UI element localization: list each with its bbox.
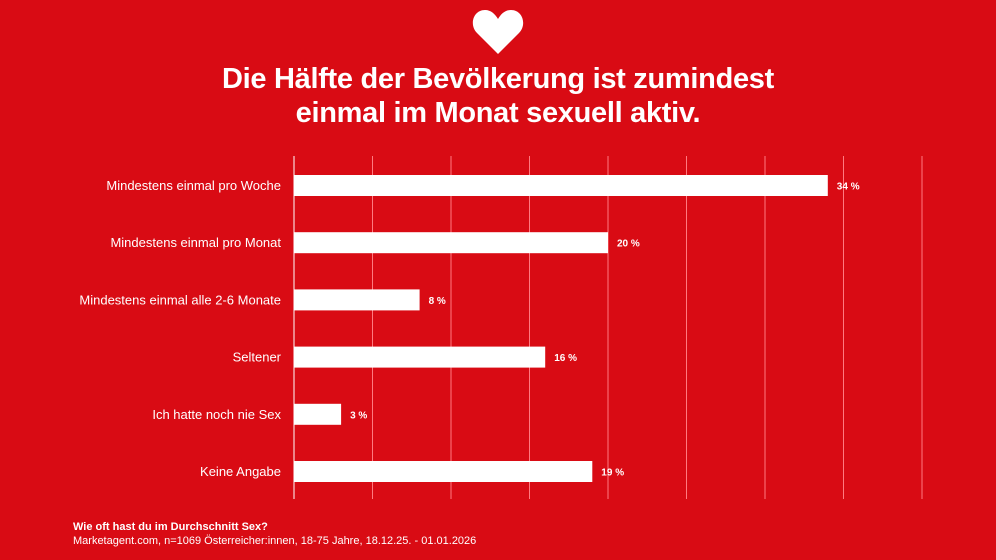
chart-title-line1: Die Hälfte der Bevölkerung ist zumindest: [221, 63, 774, 95]
category-label: Ich hatte noch nie Sex: [152, 407, 281, 422]
survey-source: Marketagent.com, n=1069 Österreicher:inn…: [73, 535, 477, 547]
bar: [294, 461, 593, 482]
category-label: Seltener: [233, 350, 282, 365]
category-label: Mindestens einmal pro Woche: [106, 178, 281, 193]
category-label: Mindestens einmal pro Monat: [110, 235, 281, 250]
chart-title-line2: einmal im Monat sexuell aktiv.: [295, 97, 701, 129]
survey-question: Wie oft hast du im Durchschnitt Sex?: [73, 521, 268, 533]
value-label: 34 %: [837, 182, 860, 193]
chart-title: Die Hälfte der Bevölkerung ist zumindest…: [0, 62, 996, 130]
bar: [294, 232, 608, 254]
chart-footer: Wie oft hast du im Durchschnitt Sex? Mar…: [73, 520, 476, 548]
value-label: 8 %: [429, 296, 446, 307]
value-label: 20 %: [617, 239, 640, 250]
bar: [294, 403, 342, 425]
category-label: Keine Angabe: [200, 464, 281, 479]
bar: [294, 289, 420, 311]
bar: [294, 346, 546, 368]
value-label: 16 %: [554, 353, 577, 364]
category-label: Mindestens einmal alle 2-6 Monate: [79, 292, 281, 307]
heart-icon: [472, 10, 524, 54]
value-label: 3 %: [350, 410, 367, 421]
bar: [294, 175, 828, 196]
value-label: 19 %: [601, 468, 624, 479]
